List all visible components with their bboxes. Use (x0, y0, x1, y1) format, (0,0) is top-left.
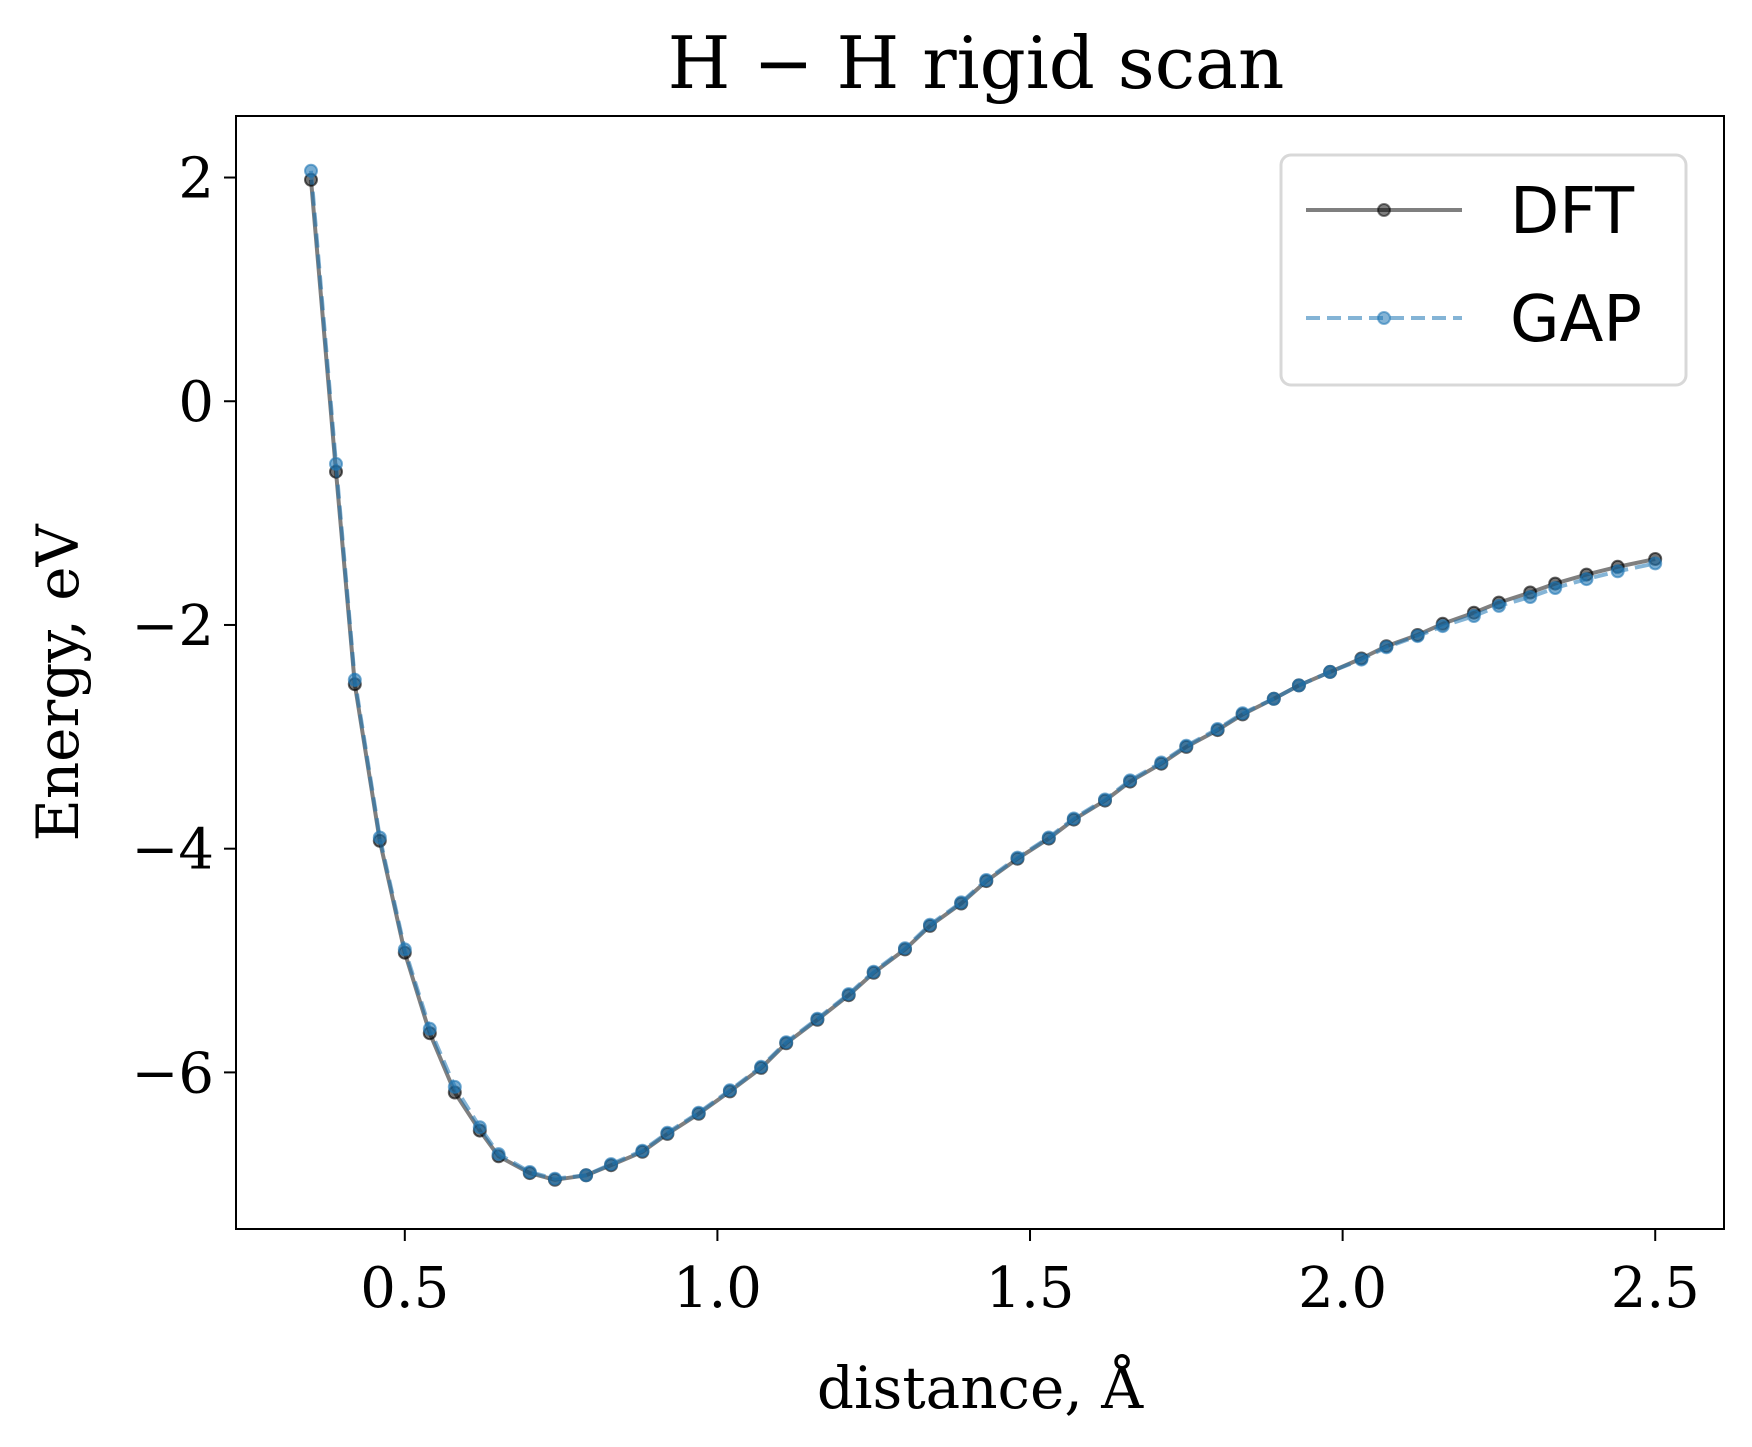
data-point-gap (810, 1011, 825, 1026)
data-point-gap (372, 830, 387, 845)
data-point-gap (491, 1147, 506, 1162)
x-axis-label: distance, Å (817, 1354, 1144, 1422)
y-axis-label: Energy, eV (24, 523, 92, 841)
data-point-gap (1466, 609, 1481, 623)
data-point-gap (579, 1168, 594, 1183)
data-point-gap (841, 987, 856, 1002)
data-point-gap (604, 1157, 619, 1172)
data-point-gap (923, 917, 937, 932)
data-point-gap (397, 942, 412, 957)
data-point-gap (447, 1079, 462, 1094)
data-point-gap (1354, 652, 1369, 667)
legend-dft-label: DFT (1510, 175, 1635, 249)
data-point-gap (1235, 706, 1250, 721)
data-point-gap (547, 1171, 562, 1186)
legend: DFT GAP (1279, 153, 1688, 387)
data-point-gap (898, 941, 912, 956)
legend-gap-marker (1377, 311, 1391, 325)
y-tick-label: 2 (178, 147, 214, 212)
data-point-gap (1154, 755, 1169, 770)
data-point-gap (754, 1059, 769, 1074)
data-point-gap (1010, 850, 1025, 865)
data-point-gap (1041, 830, 1056, 845)
data-point-gap (329, 456, 343, 471)
data-point-gap (1523, 590, 1538, 604)
data-point-gap (1435, 619, 1450, 634)
x-tick-label: 2.5 (1611, 1256, 1700, 1321)
x-tick-label: 0.5 (360, 1256, 449, 1321)
legend-dft-marker (1377, 203, 1391, 217)
plot-frame (235, 115, 1725, 1230)
y-tick-label: −6 (131, 1041, 214, 1106)
x-tick-label: 1.5 (985, 1256, 1074, 1321)
data-point-gap (422, 1021, 437, 1036)
data-point-gap (691, 1105, 706, 1120)
x-axis: 0.5 1.0 1.5 2.0 2.5 (360, 1229, 1700, 1321)
data-point-gap (1210, 722, 1225, 736)
chart-title: H − H rigid scan (668, 21, 1285, 105)
data-point-gap (472, 1120, 487, 1135)
data-point-gap (1266, 691, 1281, 706)
data-point-gap (979, 873, 994, 887)
data-point-gap (954, 895, 969, 910)
data-point-gap (304, 163, 318, 178)
data-point-gap (866, 964, 881, 979)
data-point-gap (1491, 598, 1506, 613)
series-layer (304, 163, 1663, 1187)
data-point-gap (1323, 664, 1338, 679)
data-point-gap (1548, 581, 1563, 595)
data-point-gap (1179, 738, 1194, 753)
x-tick-label: 1.0 (673, 1256, 762, 1321)
data-point-gap (1291, 678, 1306, 693)
x-tick-label: 2.0 (1298, 1256, 1387, 1321)
data-point-gap (660, 1125, 675, 1140)
legend-gap-label: GAP (1510, 283, 1642, 357)
data-point-gap (1648, 556, 1663, 571)
y-tick-label: −4 (131, 818, 214, 883)
data-point-gap (522, 1165, 537, 1179)
data-point-gap (635, 1143, 650, 1158)
data-point-gap (1123, 773, 1138, 788)
data-point-gap (1098, 792, 1112, 807)
data-point-gap (779, 1035, 794, 1050)
data-point-gap (347, 672, 362, 687)
y-tick-label: −2 (131, 594, 214, 659)
y-axis: 2 0 −2 −4 −6 (131, 147, 236, 1106)
series-gap (304, 163, 1663, 1186)
data-point-gap (1066, 811, 1081, 826)
data-point-gap (1579, 572, 1594, 587)
data-point-gap (1379, 640, 1394, 655)
data-point-gap (1610, 564, 1625, 579)
data-point-gap (722, 1083, 737, 1098)
y-tick-label: 0 (178, 370, 214, 435)
data-point-gap (1410, 629, 1425, 644)
